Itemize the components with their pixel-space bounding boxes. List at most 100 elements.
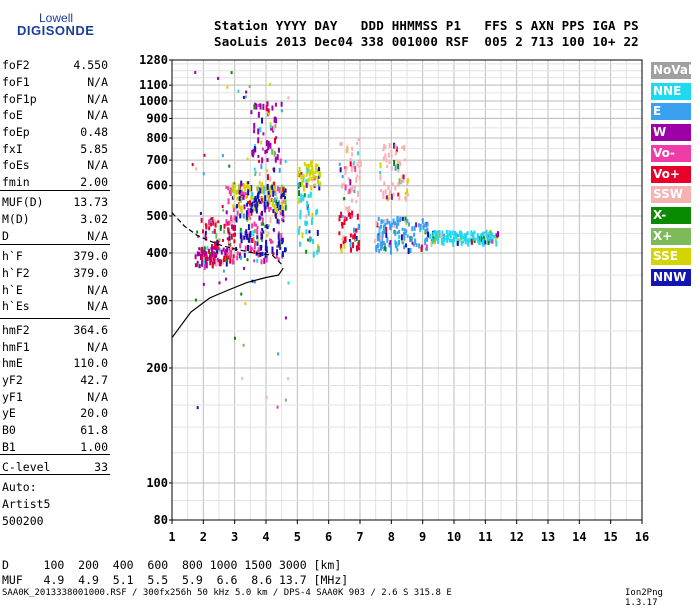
echo-point <box>227 221 230 226</box>
echo-point <box>229 256 232 263</box>
echo-point <box>248 217 251 221</box>
echo-point <box>253 259 256 263</box>
echo-point <box>383 181 386 186</box>
echo-point <box>310 177 313 182</box>
echo-point <box>404 243 407 248</box>
echo-point <box>379 235 382 241</box>
echo-point <box>245 229 248 236</box>
echo-point <box>484 240 487 245</box>
echo-point <box>245 213 248 220</box>
echo-point <box>338 218 341 222</box>
echo-point <box>311 168 314 175</box>
echo-point <box>257 254 260 258</box>
echo-point <box>226 252 229 256</box>
echo-point <box>233 186 236 192</box>
echo-point <box>462 236 465 240</box>
echo-point <box>242 95 245 99</box>
echo-point <box>384 145 387 150</box>
echo-point <box>400 234 403 241</box>
echo-point <box>304 220 307 226</box>
echo-point <box>256 225 259 229</box>
echo-point <box>406 234 409 238</box>
echo-point <box>339 167 342 173</box>
echo-point <box>242 343 245 347</box>
echo-point <box>238 203 241 208</box>
param-name: hmF1 <box>2 340 30 354</box>
echo-point <box>253 240 256 246</box>
echo-point <box>402 174 405 180</box>
echo-point <box>383 143 386 149</box>
echo-point <box>392 192 395 196</box>
echo-point <box>281 237 284 243</box>
echo-point <box>231 258 234 265</box>
echo-point <box>272 198 275 204</box>
echo-point <box>425 244 428 249</box>
echo-point <box>345 165 348 170</box>
echo-point <box>222 269 225 273</box>
echo-point <box>205 262 208 269</box>
echo-point <box>300 172 303 176</box>
x-tick-label: 7 <box>356 530 363 544</box>
echo-point <box>274 124 277 129</box>
echo-point <box>309 191 312 198</box>
echo-point <box>470 238 473 245</box>
param-value: 379.0 <box>73 249 108 263</box>
echo-point <box>221 204 224 208</box>
echo-point <box>305 229 308 235</box>
echo-points <box>191 70 500 410</box>
echo-point <box>415 222 418 228</box>
echo-point <box>344 168 347 175</box>
echo-point <box>445 236 448 241</box>
echo-point <box>355 228 358 233</box>
echo-point <box>265 224 268 229</box>
echo-point <box>257 154 260 158</box>
echo-point <box>268 199 271 205</box>
echo-point <box>308 169 311 176</box>
echo-point <box>282 214 285 219</box>
param-name: yF2 <box>2 373 23 387</box>
echo-point <box>255 103 258 110</box>
echo-point <box>203 153 206 157</box>
echo-point <box>299 209 302 215</box>
echo-point <box>263 188 266 195</box>
echo-point <box>282 199 285 204</box>
echo-point <box>221 154 224 158</box>
echo-point <box>226 85 229 89</box>
echo-point <box>218 238 221 243</box>
echo-point <box>247 181 250 185</box>
echo-point <box>254 170 257 174</box>
echo-point <box>207 219 210 226</box>
echo-point <box>305 223 308 227</box>
echo-point <box>393 142 396 149</box>
y-tick-label: 80 <box>154 513 168 527</box>
echo-point <box>268 206 271 212</box>
echo-point <box>297 197 300 204</box>
echo-point <box>356 174 359 178</box>
echo-point <box>272 209 275 214</box>
echo-point <box>378 232 381 239</box>
echo-point <box>310 185 313 191</box>
echo-point <box>388 160 391 164</box>
echo-point <box>302 194 305 201</box>
echo-point <box>249 230 252 237</box>
echo-point <box>198 247 201 251</box>
echo-point <box>265 239 268 246</box>
param-row-fof2: foF2 4.550 <box>2 58 108 75</box>
echo-point <box>238 185 241 192</box>
param-name: h`E <box>2 283 23 297</box>
echo-point <box>395 146 398 153</box>
echo-point <box>269 217 272 224</box>
echo-point <box>387 152 390 158</box>
echo-point <box>277 231 280 235</box>
legend-item-sse: SSE <box>651 248 691 266</box>
echo-point <box>233 239 236 244</box>
param-row-ye: yE 20.0 <box>2 406 108 423</box>
echo-point <box>264 195 267 202</box>
y-tick-label: 300 <box>146 294 168 308</box>
echo-point <box>284 316 287 320</box>
echo-point <box>349 212 352 219</box>
echo-point <box>228 236 231 243</box>
echo-point <box>307 207 310 213</box>
echo-point <box>259 252 262 258</box>
